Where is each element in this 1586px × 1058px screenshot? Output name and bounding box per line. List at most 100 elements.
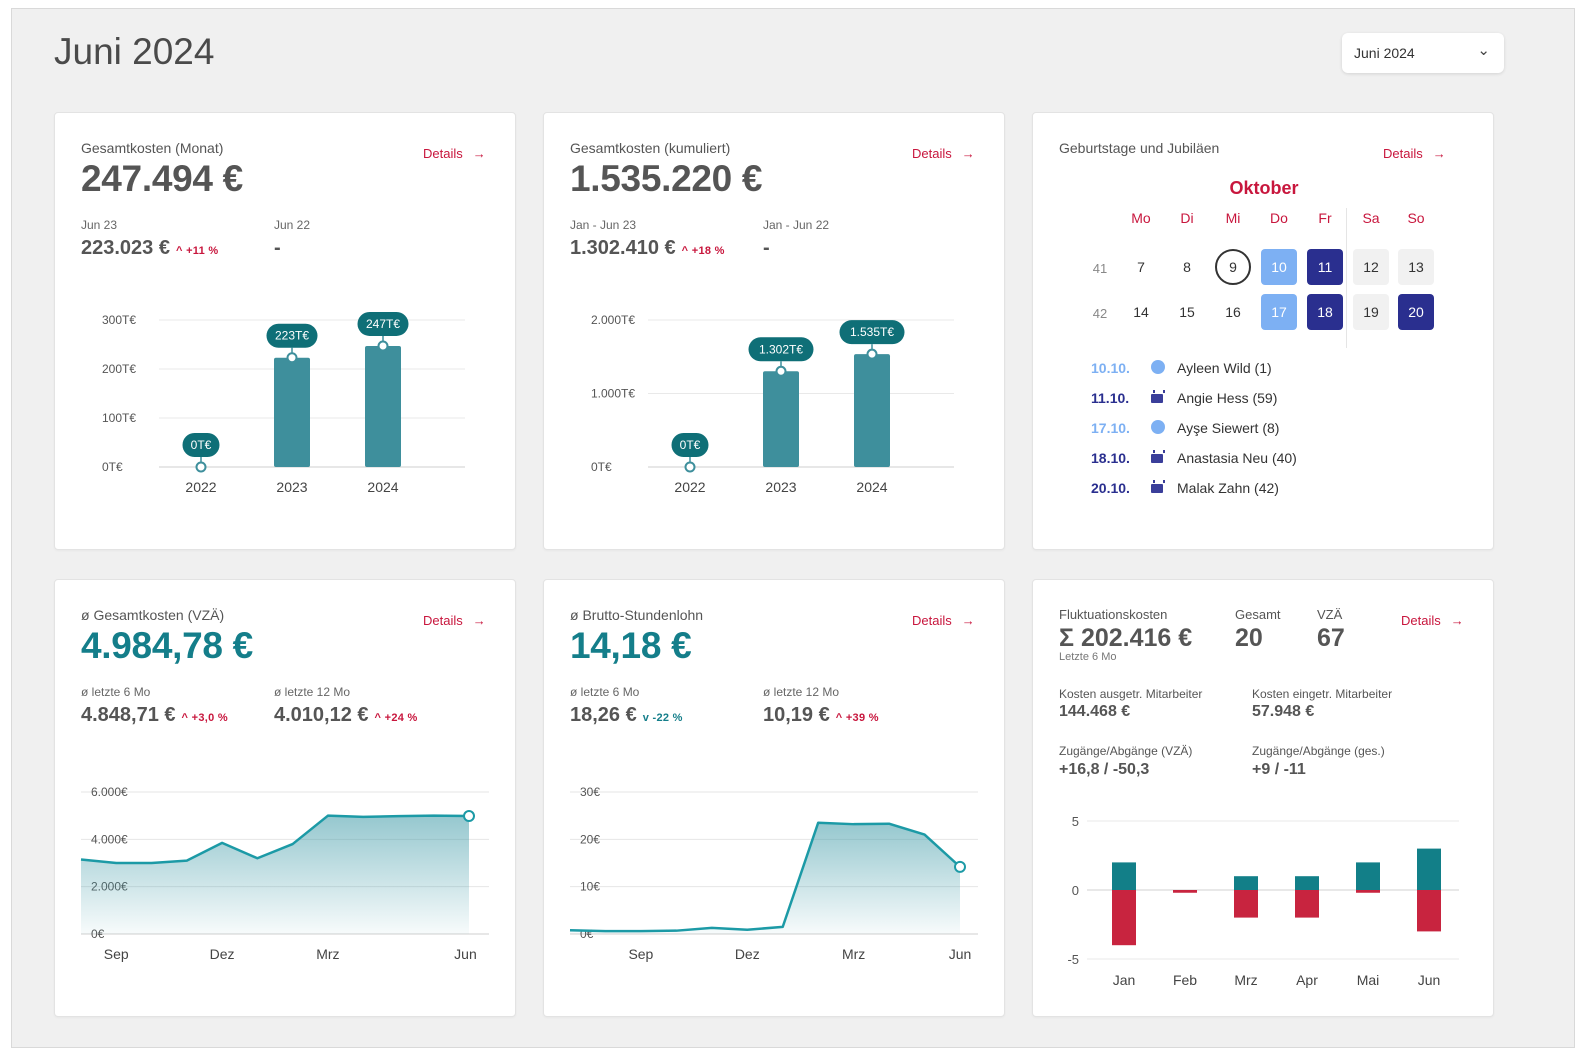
card-gesamtkosten-monat: Gesamtkosten (Monat) Details → 247.494 € … bbox=[54, 112, 516, 550]
details-link[interactable]: Details → bbox=[1383, 146, 1446, 161]
calendar-day[interactable]: 13 bbox=[1398, 249, 1434, 285]
calendar-day[interactable]: 16 bbox=[1215, 294, 1251, 330]
bar bbox=[1356, 890, 1380, 893]
y-tick-label: 100T€ bbox=[102, 411, 136, 425]
bar-point bbox=[777, 367, 786, 376]
calendar-day[interactable]: 8 bbox=[1169, 249, 1205, 285]
week-number: 42 bbox=[1085, 306, 1115, 321]
calendar-day[interactable]: 20 bbox=[1398, 294, 1434, 330]
x-tick-label: 2024 bbox=[856, 479, 887, 495]
chevron-down-icon: ⌄ bbox=[1477, 41, 1490, 59]
card-gesamtkosten-kumuliert: Gesamtkosten (kumuliert) Details → 1.535.… bbox=[543, 112, 1005, 550]
card-geburtstage: Geburtstage und Jubiläen Details → Oktobe… bbox=[1032, 112, 1494, 550]
birthday-date: 11.10. bbox=[1091, 390, 1151, 406]
calendar-day[interactable]: 15 bbox=[1169, 294, 1205, 330]
birthday-dot-icon bbox=[1151, 360, 1173, 377]
bar bbox=[1112, 862, 1136, 890]
period-select[interactable]: Juni 2024 ⌄ bbox=[1342, 33, 1504, 73]
birthday-name: Angie Hess (59) bbox=[1177, 390, 1277, 406]
x-tick-label: 2024 bbox=[367, 479, 398, 495]
area-chart: 0€10€20€30€SepDezMrzJun bbox=[544, 580, 1006, 1018]
y-tick-label: 200T€ bbox=[102, 362, 136, 376]
fluctuation-bar-chart: -505Jan Feb Mrz Apr Mai Jun bbox=[1033, 580, 1495, 1018]
y-tick-label: 1.000T€ bbox=[591, 387, 635, 401]
calendar-day[interactable]: 17 bbox=[1261, 294, 1297, 330]
calendar-day[interactable]: 12 bbox=[1353, 249, 1389, 285]
y-tick-label: 4.000€ bbox=[91, 832, 128, 846]
bar bbox=[1417, 890, 1441, 931]
bar-point bbox=[868, 350, 877, 359]
last-point bbox=[955, 862, 965, 872]
birthday-date: 20.10. bbox=[1091, 480, 1151, 496]
value-label: 247T€ bbox=[366, 317, 400, 331]
bar bbox=[1417, 849, 1441, 890]
weekday-header: Fr bbox=[1307, 210, 1343, 226]
bar bbox=[1295, 890, 1319, 918]
card-brutto-stundenlohn: ø Brutto-Stundenlohn Details → 14,18 € ø … bbox=[543, 579, 1005, 1017]
card-gesamtkosten-vza: ø Gesamtkosten (VZÄ) Details → 4.984,78 €… bbox=[54, 579, 516, 1017]
bar-point bbox=[197, 463, 206, 472]
birthday-entry[interactable]: 18.10. Anastasia Neu (40) bbox=[1091, 448, 1297, 468]
x-tick-label: Mrz bbox=[316, 946, 339, 962]
dot-shape bbox=[1151, 420, 1165, 434]
y-tick-label: 30€ bbox=[580, 785, 600, 799]
calendar-day[interactable]: 19 bbox=[1353, 294, 1389, 330]
y-tick-label: 10€ bbox=[580, 880, 600, 894]
birthday-entry[interactable]: 17.10. Ayşe Siewert (8) bbox=[1091, 418, 1279, 438]
x-tick-label: Jun bbox=[1418, 972, 1441, 988]
y-tick-label: 20€ bbox=[580, 832, 600, 846]
bar-chart: 0T€ 100T€ 200T€ 300T€ 0T€ 2022 223T€ 2023 247T€ 2… bbox=[55, 113, 517, 551]
calendar-day[interactable]: 11 bbox=[1307, 249, 1343, 285]
x-tick-label: 2023 bbox=[276, 479, 307, 495]
value-label: 0T€ bbox=[191, 438, 212, 452]
x-tick-label: Sep bbox=[628, 946, 653, 962]
birthday-entry[interactable]: 10.10. Ayleen Wild (1) bbox=[1091, 358, 1272, 378]
x-tick-label: Feb bbox=[1173, 972, 1197, 988]
week-number: 41 bbox=[1085, 261, 1115, 276]
x-tick-label: 2023 bbox=[765, 479, 796, 495]
birthday-date: 17.10. bbox=[1091, 420, 1151, 436]
x-tick-label: 2022 bbox=[185, 479, 216, 495]
y-tick-label: -5 bbox=[1067, 952, 1079, 967]
area-chart: 0€2.000€4.000€6.000€SepDezMrzJun bbox=[55, 580, 517, 1018]
calendar-day[interactable]: 10 bbox=[1261, 249, 1297, 285]
x-tick-label: Dez bbox=[735, 946, 760, 962]
calendar-day[interactable]: 14 bbox=[1123, 294, 1159, 330]
bar bbox=[854, 354, 890, 467]
birthday-entry[interactable]: 20.10. Malak Zahn (42) bbox=[1091, 478, 1279, 498]
details-label: Details bbox=[1383, 146, 1423, 161]
y-tick-label: 6.000€ bbox=[91, 785, 128, 799]
bar bbox=[274, 358, 310, 467]
y-tick-label: 0 bbox=[1072, 883, 1079, 898]
birthday-entry[interactable]: 11.10. Angie Hess (59) bbox=[1091, 388, 1277, 408]
y-tick-label: 2.000T€ bbox=[591, 313, 635, 327]
bar bbox=[1234, 876, 1258, 890]
period-select-value: Juni 2024 bbox=[1354, 45, 1415, 61]
birthday-name: Ayşe Siewert (8) bbox=[1177, 420, 1279, 436]
weekday-header: So bbox=[1398, 210, 1434, 226]
card-title: Geburtstage und Jubiläen bbox=[1059, 140, 1219, 156]
x-tick-label: 2022 bbox=[674, 479, 705, 495]
value-label: 1.302T€ bbox=[759, 342, 803, 356]
calendar-day[interactable]: 9 bbox=[1215, 249, 1251, 285]
birthday-date: 18.10. bbox=[1091, 450, 1151, 466]
calendar-day[interactable]: 7 bbox=[1123, 249, 1159, 285]
birthday-date: 10.10. bbox=[1091, 360, 1151, 376]
bar-chart: 0T€1.000T€2.000T€0T€20221.302T€20231.535… bbox=[544, 113, 1006, 551]
calendar-day[interactable]: 18 bbox=[1307, 294, 1343, 330]
bar bbox=[1356, 862, 1380, 890]
y-tick-label: 300T€ bbox=[102, 313, 136, 327]
y-tick-label: 0T€ bbox=[591, 460, 612, 474]
bar bbox=[763, 371, 799, 467]
weekday-header: Sa bbox=[1353, 210, 1389, 226]
calendar-month: Oktober bbox=[1033, 178, 1495, 199]
birthday-name: Anastasia Neu (40) bbox=[1177, 450, 1297, 466]
cake-shape bbox=[1151, 450, 1163, 463]
last-point bbox=[464, 811, 474, 821]
cake-icon bbox=[1151, 390, 1173, 406]
bar-point bbox=[686, 463, 695, 472]
card-fluktuationskosten: Fluktuationskosten Σ 202.416 € Letzte 6 … bbox=[1032, 579, 1494, 1017]
y-tick-label: 5 bbox=[1072, 814, 1079, 829]
dot-shape bbox=[1151, 360, 1165, 374]
bar bbox=[1112, 890, 1136, 945]
